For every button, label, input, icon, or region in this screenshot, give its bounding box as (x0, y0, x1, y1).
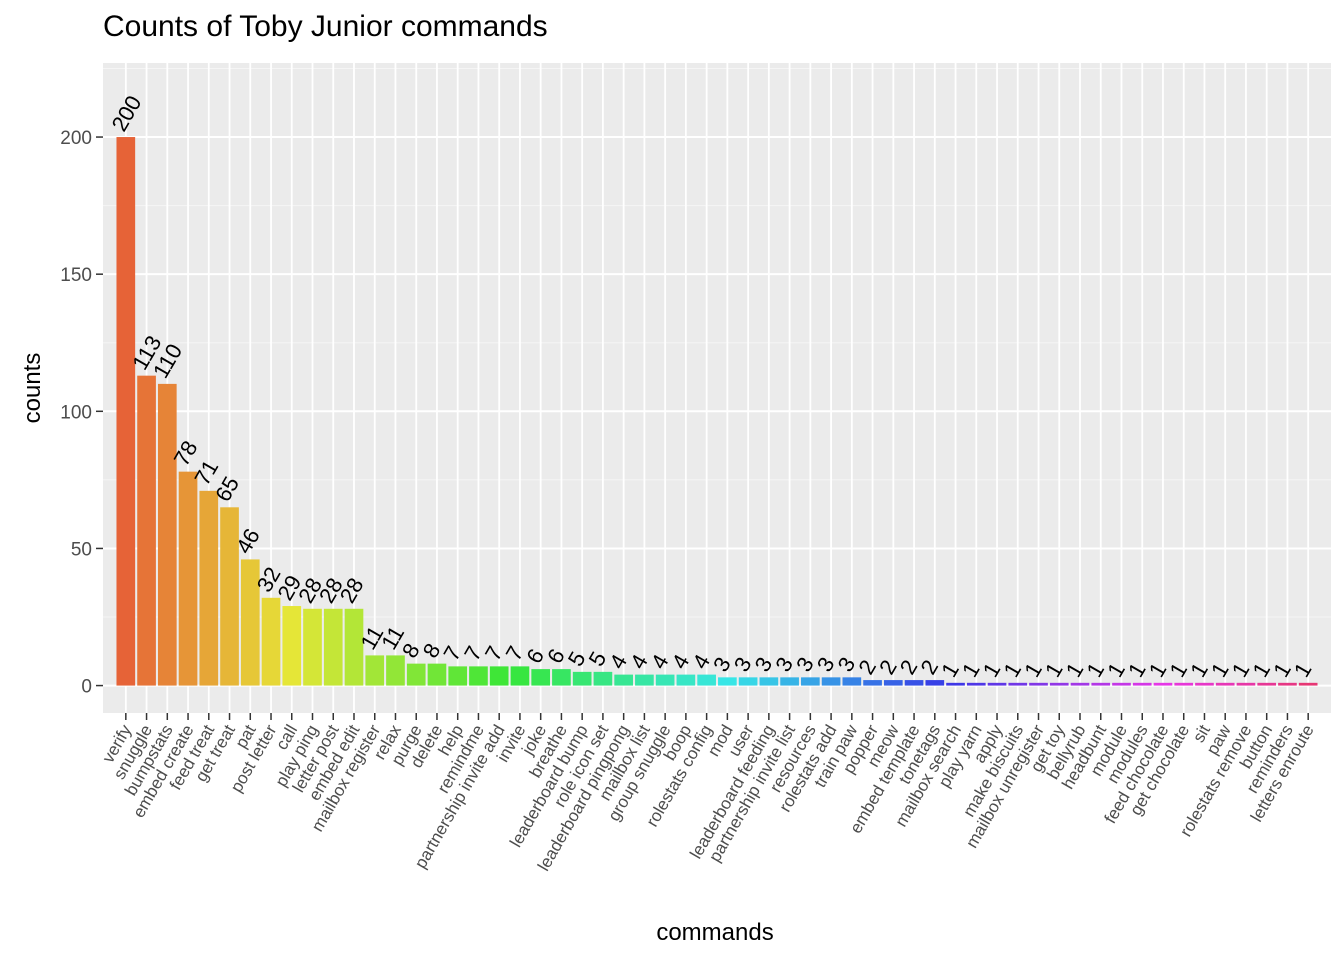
bar (282, 606, 302, 686)
bar (531, 669, 551, 686)
bar (1070, 682, 1090, 686)
bar (946, 682, 965, 686)
y-axis-title: counts (19, 353, 46, 424)
bar (987, 682, 1007, 686)
bar (116, 137, 136, 686)
y-tick-label: 100 (60, 402, 92, 423)
bar (137, 375, 156, 686)
bar (469, 666, 488, 686)
bar (323, 608, 343, 686)
bar (178, 471, 198, 686)
bar (842, 677, 862, 686)
bar (676, 674, 696, 686)
bar (1091, 682, 1111, 686)
bar (1132, 682, 1152, 686)
bars (116, 137, 1318, 686)
bar (1112, 682, 1131, 686)
bar (1278, 682, 1297, 686)
bar (427, 663, 447, 686)
bar (1049, 682, 1069, 686)
bar (303, 608, 322, 686)
chart-title: Counts of Toby Junior commands (103, 10, 548, 43)
bar (448, 666, 468, 686)
bar (552, 669, 571, 686)
bar (261, 597, 281, 686)
y-tick-label: 50 (71, 539, 92, 560)
bar (614, 674, 633, 686)
bar (199, 490, 219, 686)
bar (572, 671, 592, 686)
bar (863, 680, 882, 686)
y-axis: 0 50 100 150 200 (60, 128, 103, 698)
bar (904, 680, 924, 686)
y-tick-label: 150 (60, 265, 92, 286)
plot-panel (103, 63, 1331, 713)
y-tick-label: 0 (81, 677, 92, 698)
bar (655, 674, 675, 686)
y-tick-label: 200 (60, 128, 92, 149)
x-axis-title: commands (656, 919, 773, 946)
bar (1236, 682, 1256, 686)
bar (386, 655, 405, 686)
bar (593, 671, 613, 686)
bar (1215, 682, 1235, 686)
bar (635, 674, 654, 686)
bar (966, 682, 986, 686)
bar (1174, 682, 1194, 686)
bar (510, 666, 530, 686)
bar (1257, 682, 1277, 686)
bar (344, 608, 364, 686)
bar (697, 674, 716, 686)
bar (1195, 682, 1214, 686)
bar (759, 677, 779, 686)
bar (801, 677, 820, 686)
bar (365, 655, 385, 686)
bar (1029, 682, 1048, 686)
bar (406, 663, 426, 686)
bar (240, 559, 260, 686)
bar (883, 680, 903, 686)
bar (821, 677, 841, 686)
bar (1008, 682, 1028, 686)
bar (489, 666, 509, 686)
bar (738, 677, 758, 686)
bar (925, 680, 945, 686)
bar (1298, 682, 1318, 686)
bar (220, 507, 239, 686)
bar (780, 677, 799, 686)
bar (157, 383, 177, 686)
bar (718, 677, 737, 686)
bar (1153, 682, 1173, 686)
